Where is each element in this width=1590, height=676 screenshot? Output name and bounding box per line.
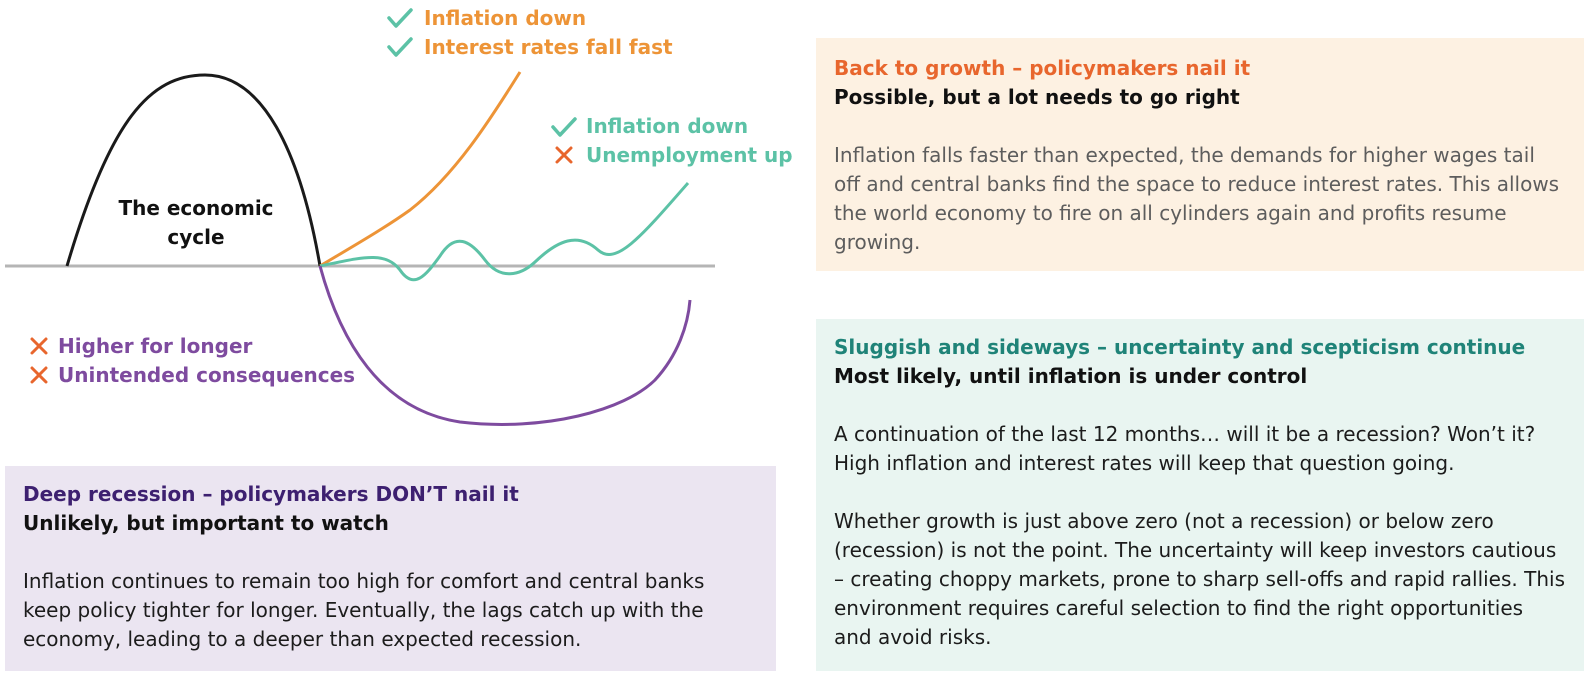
check-icon xyxy=(387,37,413,57)
growth-title: Back to growth – policymakers nail it xyxy=(834,56,1251,80)
growth-scenario-panel: Back to growth – policymakers nail it Po… xyxy=(816,38,1584,271)
growth-body: Inflation falls faster than expected, th… xyxy=(834,143,1560,254)
cycle-curve xyxy=(65,73,322,267)
sideways-title: Sluggish and sideways – uncertainty and … xyxy=(834,335,1526,359)
sideways-curve xyxy=(319,182,690,282)
recession-subtitle: Unlikely, but important to watch xyxy=(23,511,389,535)
check-icon xyxy=(551,117,577,137)
growth-label-1: Inflation down xyxy=(424,6,586,30)
growth-subtitle: Possible, but a lot needs to go right xyxy=(834,85,1240,109)
growth-label-2: Interest rates fall fast xyxy=(424,35,673,59)
recession-title: Deep recession – policymakers DON’T nail… xyxy=(23,482,519,506)
recession-label-1: Higher for longer xyxy=(58,334,253,358)
recession-label-2: Unintended consequences xyxy=(58,363,355,387)
sideways-scenario-panel: Sluggish and sideways – uncertainty and … xyxy=(816,319,1584,671)
cycle-label-line-2: cycle xyxy=(167,225,224,249)
growth-curve xyxy=(319,71,522,268)
sideways-label-2: Unemployment up xyxy=(586,143,793,167)
cycle-label-line-1: The economic xyxy=(118,196,273,220)
cross-icon xyxy=(555,146,573,164)
cross-icon xyxy=(30,337,48,355)
recession-body: Inflation continues to remain too high f… xyxy=(23,569,705,651)
check-icon xyxy=(387,8,413,28)
sideways-subtitle: Most likely, until inflation is under co… xyxy=(834,364,1308,388)
cross-icon xyxy=(30,366,48,384)
recession-scenario-panel: Deep recession – policymakers DON’T nail… xyxy=(5,466,776,671)
sideways-body-1: A continuation of the last 12 months… wi… xyxy=(834,422,1536,475)
recession-curve xyxy=(318,265,692,426)
sideways-label-1: Inflation down xyxy=(586,114,748,138)
sideways-body-2: Whether growth is just above zero (not a… xyxy=(834,509,1565,649)
economic-cycle-diagram: The economic cycle Inflation down Intere… xyxy=(5,6,793,426)
